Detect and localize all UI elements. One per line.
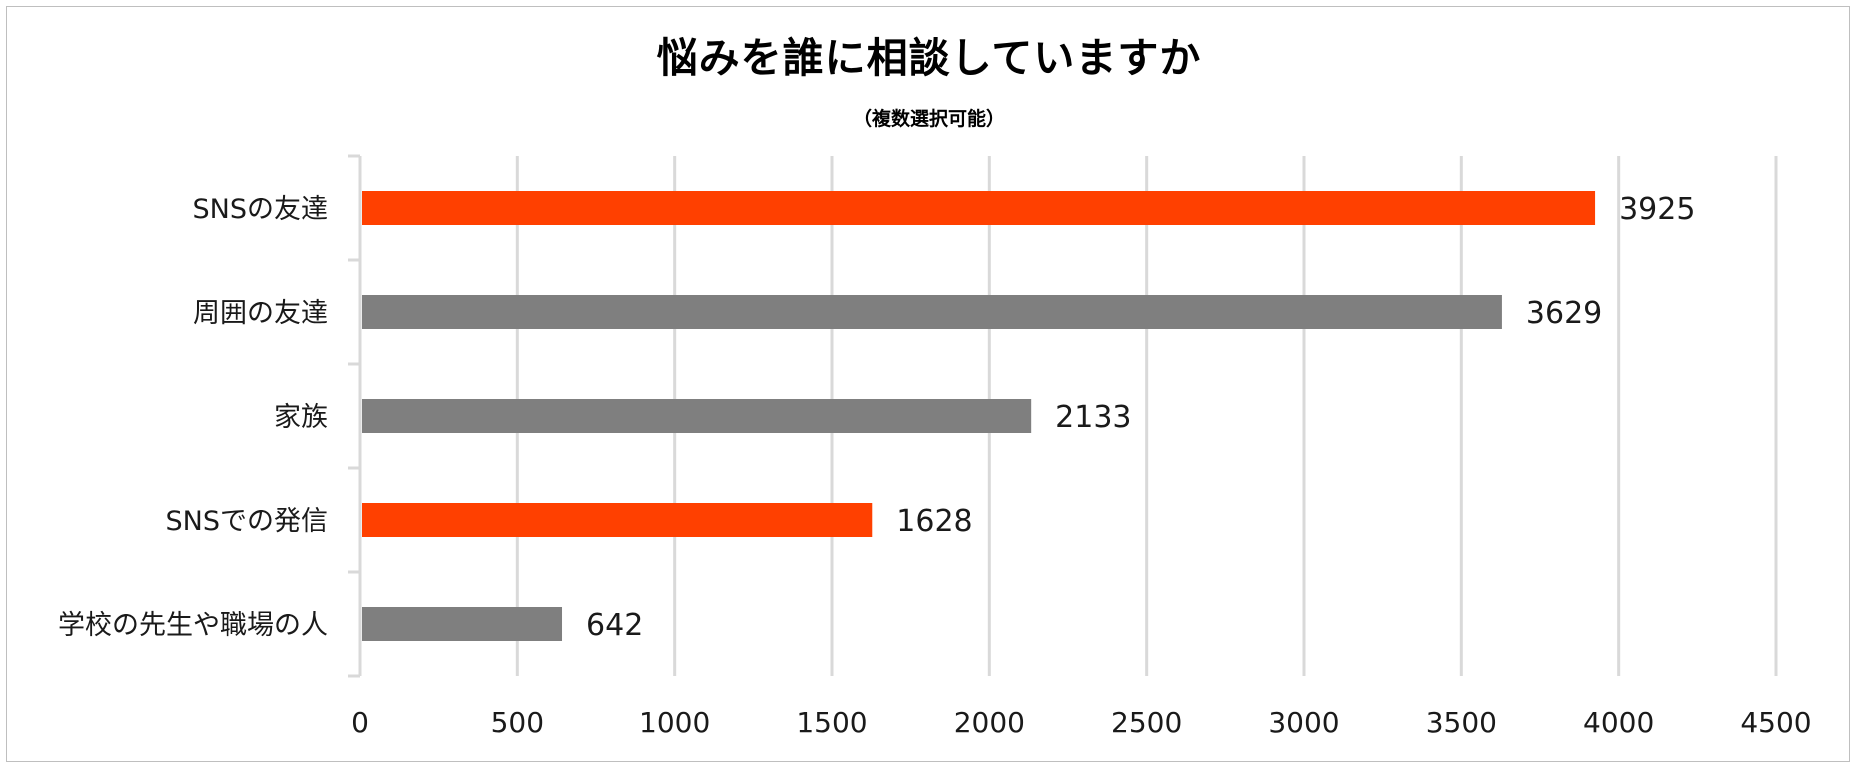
bar-1 (362, 191, 1596, 225)
chart-subtitle: （複数選択可能） (852, 108, 1005, 130)
x-tick-label: 2000 (954, 706, 1025, 739)
category-label: 家族 (274, 402, 328, 433)
category-label: SNSでの発信 (166, 506, 328, 537)
bar-3 (362, 399, 1032, 433)
axes (348, 154, 362, 678)
x-tick-label: 3500 (1426, 706, 1497, 739)
data-label: 1628 (896, 504, 972, 539)
data-label: 3925 (1619, 192, 1695, 227)
x-tick-label: 4500 (1740, 706, 1811, 739)
category-label: 周囲の友達 (193, 298, 328, 329)
bar-4 (362, 503, 873, 537)
bar-2 (362, 295, 1502, 329)
bar-5 (362, 607, 563, 641)
x-tick-label: 3000 (1268, 706, 1339, 739)
data-label: 2133 (1055, 400, 1131, 435)
x-tick-label: 1000 (639, 706, 710, 739)
x-tick-label: 4000 (1583, 706, 1654, 739)
labels: 0 500 1000 1500 2000 2500 3000 3500 4000 4500 SNSの… (58, 192, 1812, 739)
x-tick-label: 500 (491, 706, 544, 739)
data-label: 3629 (1526, 296, 1602, 331)
x-tick-label: 1500 (796, 706, 867, 739)
data-label: 642 (586, 608, 643, 643)
chart-title: 悩みを誰に相談していますか (656, 34, 1202, 82)
category-label: 学校の先生や職場の人 (58, 610, 328, 641)
category-label: SNSの友達 (193, 194, 328, 225)
chart-frame (6, 6, 1850, 762)
x-tick-label: 0 (351, 706, 369, 739)
x-tick-label: 2500 (1111, 706, 1182, 739)
bars (362, 191, 1596, 641)
